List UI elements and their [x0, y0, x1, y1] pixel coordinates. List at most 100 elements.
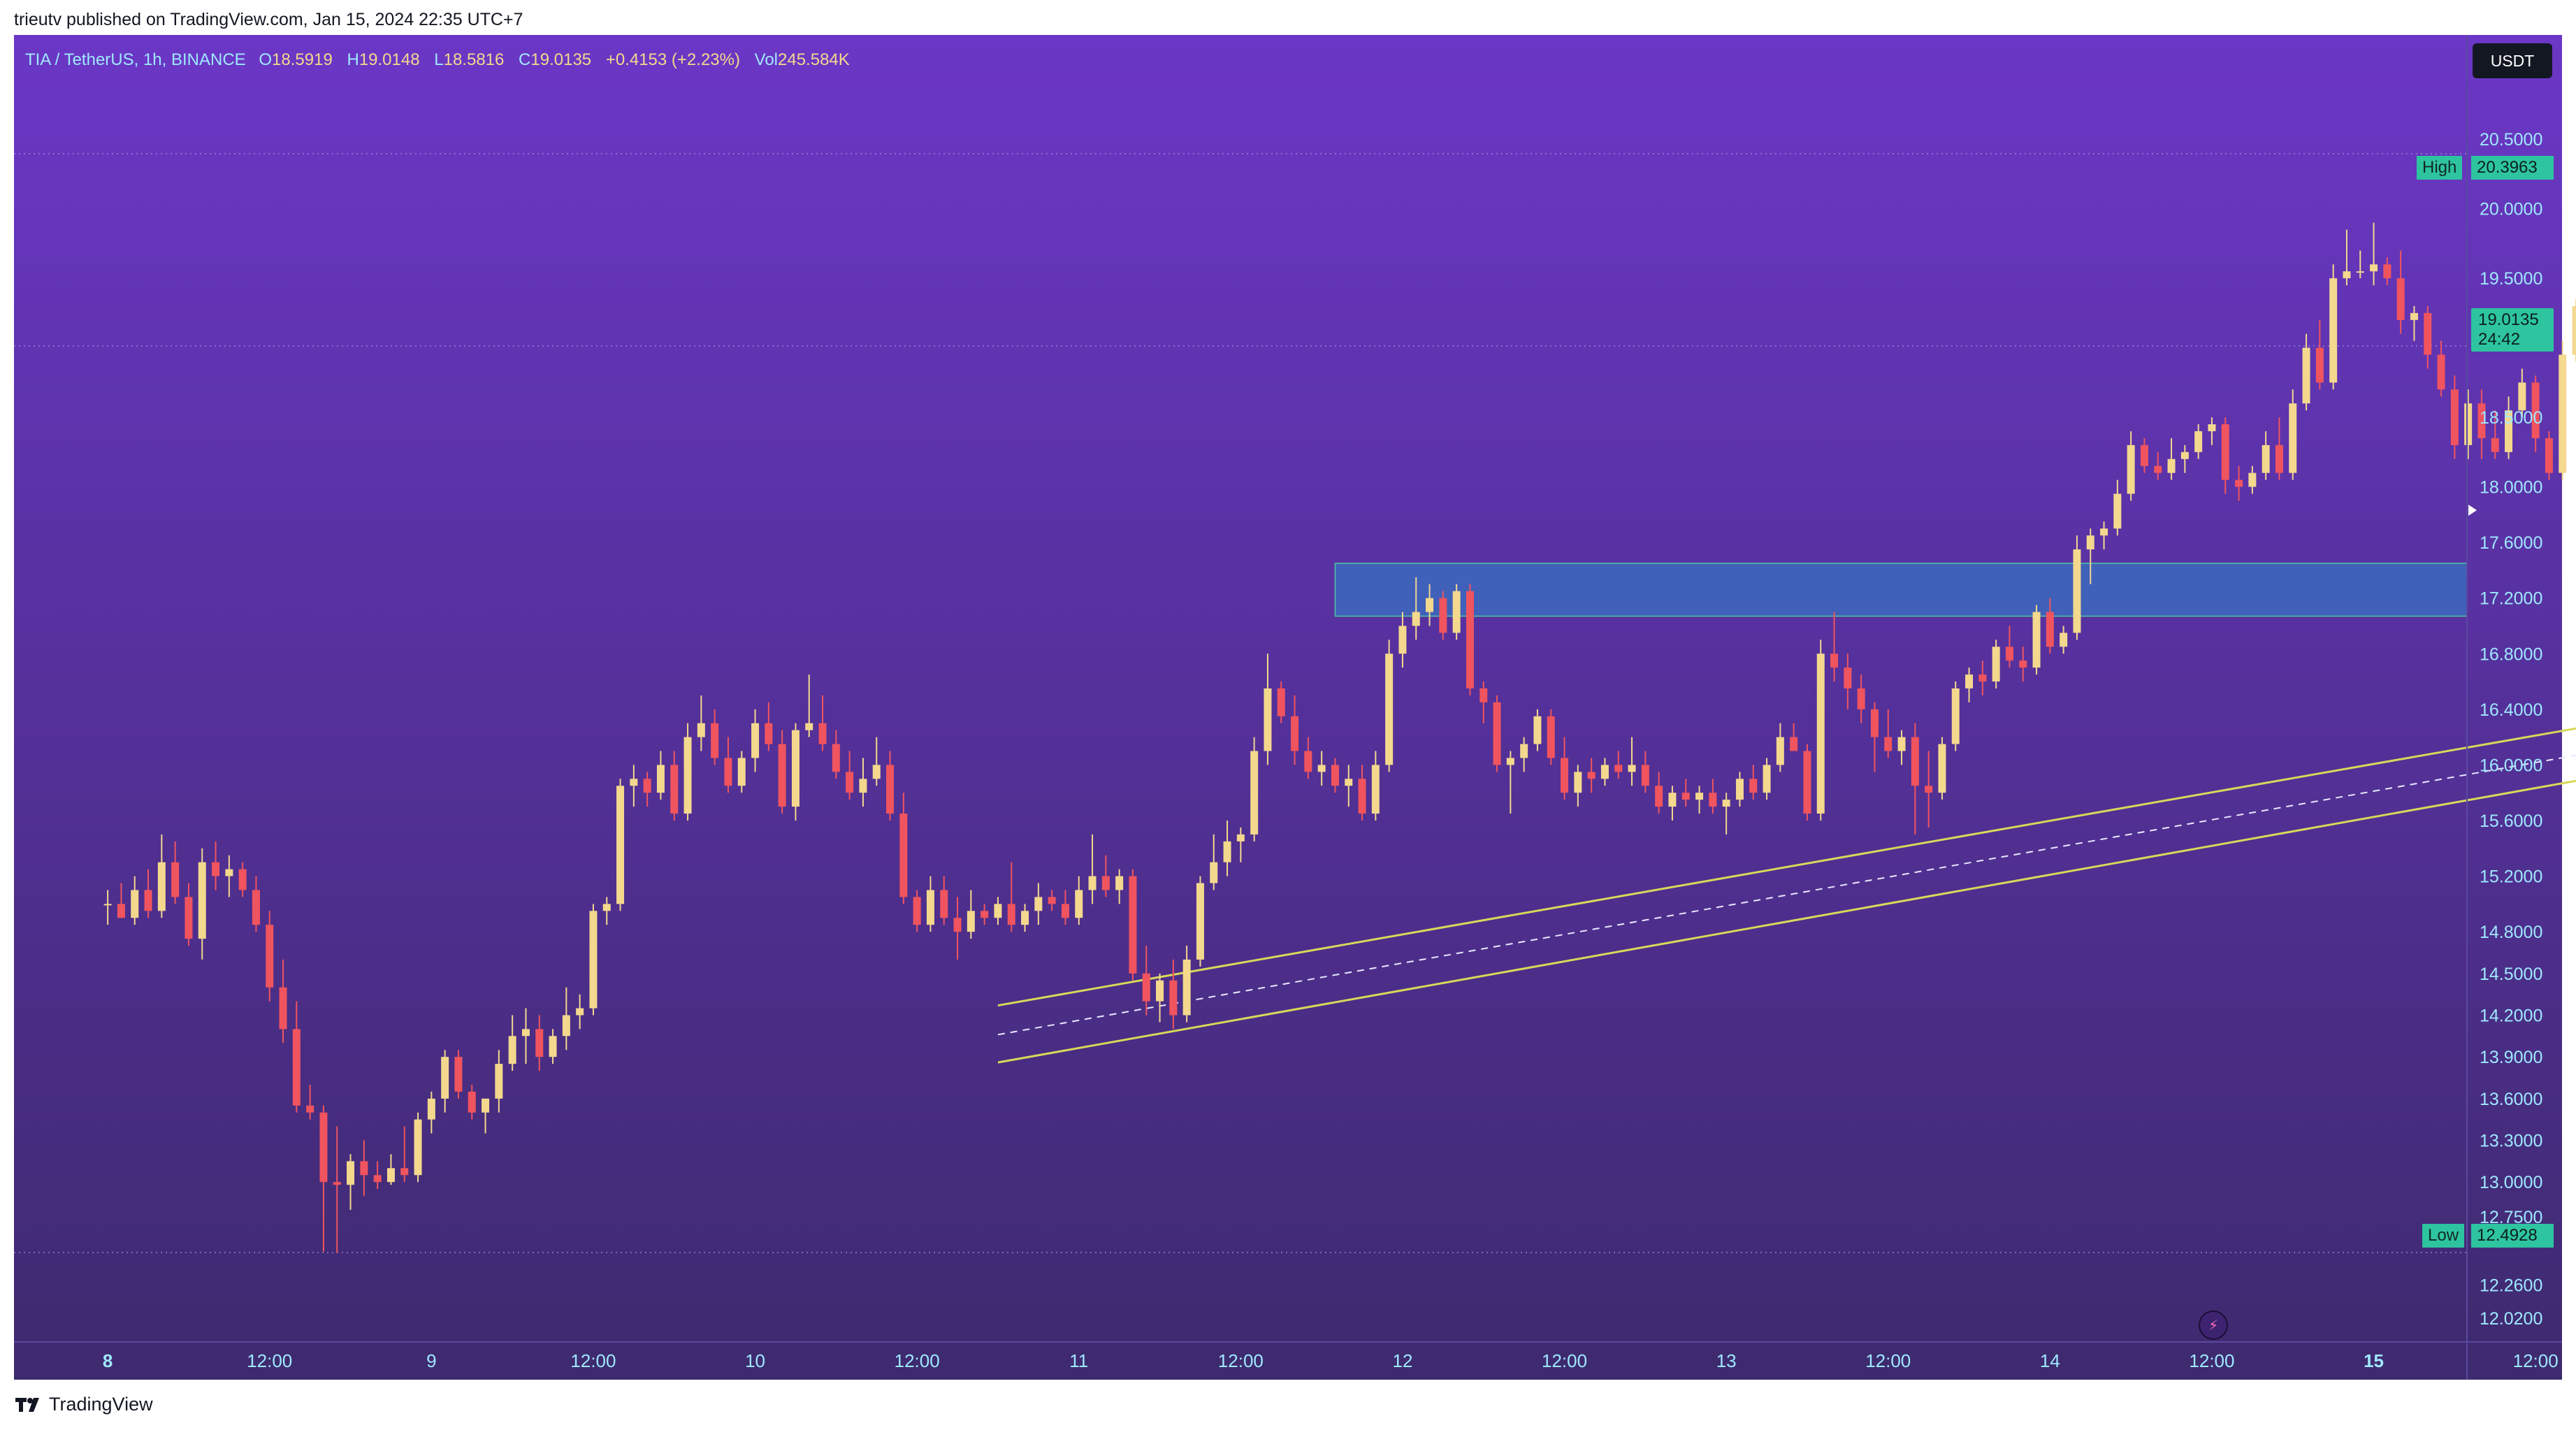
candle-163 — [2302, 333, 2310, 411]
candle-body — [602, 904, 611, 911]
y-tick-label-15: 14.2000 — [2480, 1006, 2542, 1026]
candle-body — [360, 1161, 368, 1176]
candle-body — [818, 723, 827, 744]
x-tick-label-0: 8 — [103, 1350, 113, 1371]
x-tick-label-10: 13 — [1716, 1350, 1737, 1371]
candle-body — [2073, 549, 2081, 633]
price-chart[interactable]: 21.000020.500020.000019.500018.500018.00… — [0, 0, 2576, 1391]
candle-body — [1857, 688, 1865, 709]
candle-body — [2005, 647, 2013, 661]
candle-body — [482, 1098, 490, 1113]
candle-body — [778, 744, 786, 807]
candle-62 — [940, 876, 948, 925]
legend-open-label: O — [259, 50, 273, 69]
candle-65 — [981, 904, 989, 925]
candle-16 — [319, 1105, 328, 1252]
candle-44 — [697, 695, 705, 751]
candle-body — [1735, 779, 1744, 800]
y-tick-label-10: 16.0000 — [2480, 756, 2542, 775]
channel-line-0 — [997, 727, 2576, 1007]
flash-icon[interactable]: ⚡ — [2199, 1310, 2228, 1340]
legend-symbol[interactable]: TIA / TetherUS, 1h, BINANCE — [25, 50, 246, 69]
y-tick-label-14: 14.5000 — [2480, 965, 2542, 984]
candle-50 — [778, 730, 786, 814]
candle-174 — [2450, 375, 2459, 459]
x-tick-label-12: 14 — [2040, 1350, 2060, 1371]
x-tick-label-15: 12:00 — [2513, 1350, 2559, 1371]
candle-19 — [360, 1140, 368, 1197]
candle-181 — [2545, 431, 2553, 480]
legend-close: 19.0135 — [530, 50, 592, 69]
candle-body — [656, 765, 665, 793]
candle-body — [1129, 876, 1137, 974]
candle-body — [373, 1175, 382, 1183]
x-tick-label-8: 12 — [1392, 1350, 1412, 1371]
candle-3 — [144, 869, 152, 918]
supply-zone — [1334, 563, 2468, 617]
candle-158 — [2235, 465, 2243, 501]
candle-124 — [1776, 723, 1784, 772]
candle-body — [2559, 354, 2567, 473]
candle-body — [1803, 751, 1811, 814]
x-tick-label-6: 11 — [1069, 1350, 1088, 1371]
candle-154 — [2180, 445, 2189, 473]
candle-173 — [2437, 340, 2445, 397]
candle-53 — [818, 695, 827, 751]
candle-body — [994, 904, 1002, 918]
candle-162 — [2289, 389, 2297, 480]
candle-body — [953, 918, 962, 932]
y-tick-label-3: 19.5000 — [2480, 269, 2542, 289]
candle-2 — [131, 876, 139, 925]
candle-body — [1061, 904, 1069, 918]
candle-56 — [859, 758, 867, 807]
candle-17 — [333, 1126, 341, 1253]
candle-body — [1398, 626, 1407, 654]
candle-43 — [683, 723, 692, 821]
candle-32 — [535, 1015, 544, 1071]
candle-body — [1951, 688, 1960, 744]
candle-body — [1978, 674, 1987, 682]
candle-body — [1169, 980, 1178, 1016]
candle-148 — [2100, 521, 2108, 550]
high-marker-label: High — [2417, 156, 2463, 180]
candle-10 — [238, 862, 247, 897]
candle-4 — [157, 834, 166, 918]
candle-body — [1992, 647, 2000, 682]
candle-144 — [2046, 598, 2054, 654]
footer-brand[interactable]: TradingView — [14, 1394, 153, 1415]
candle-22 — [400, 1126, 409, 1183]
candle-0 — [103, 890, 112, 925]
legend-close-label: C — [519, 50, 531, 69]
candle-172 — [2424, 305, 2432, 369]
candle-75 — [1115, 869, 1124, 904]
candle-body — [1371, 765, 1380, 814]
candle-body — [1816, 653, 1825, 814]
candle-86 — [1264, 653, 1272, 765]
candle-body — [616, 786, 625, 904]
candle-59 — [899, 793, 908, 904]
candle-body — [846, 772, 854, 793]
candle-117 — [1681, 779, 1690, 807]
candle-130 — [1857, 674, 1865, 723]
x-tick-label-9: 12:00 — [1542, 1350, 1587, 1371]
candle-body — [643, 779, 651, 793]
candle-body — [926, 890, 934, 925]
y-tick-label-6: 17.6000 — [2480, 533, 2542, 553]
candle-178 — [2505, 396, 2513, 459]
candle-171 — [2410, 305, 2418, 341]
candle-body — [2289, 403, 2297, 473]
candle-body — [1385, 653, 1394, 765]
candle-33 — [549, 1029, 557, 1064]
candle-25 — [441, 1050, 449, 1113]
candle-body — [1709, 793, 1717, 807]
candle-169 — [2383, 257, 2392, 286]
candle-body — [2572, 305, 2576, 355]
candle-body — [1668, 793, 1677, 807]
y-tick-label-18: 13.3000 — [2480, 1132, 2542, 1151]
publish-header: trieutv published on TradingView.com, Ja… — [14, 10, 523, 29]
candle-body — [252, 890, 260, 925]
candle-93 — [1358, 765, 1366, 821]
candle-body — [131, 890, 139, 918]
currency-button[interactable]: USDT — [2473, 43, 2552, 78]
candle-body — [2464, 403, 2473, 445]
